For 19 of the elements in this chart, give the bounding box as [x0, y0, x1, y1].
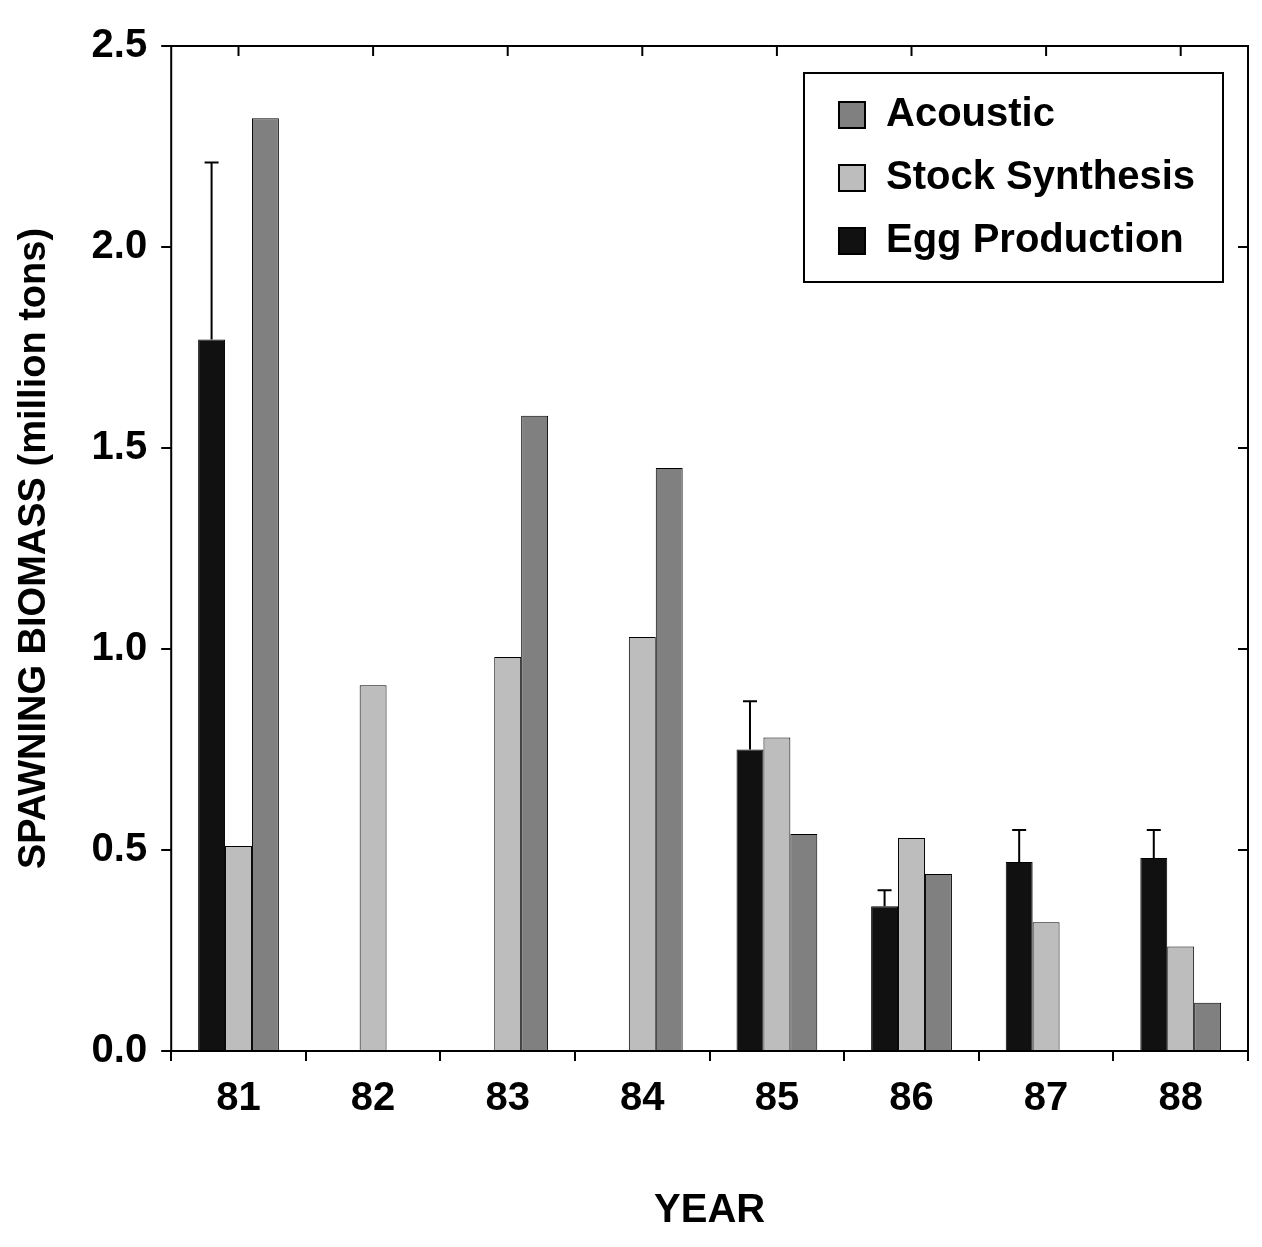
x-tick-label: 84 — [620, 1074, 666, 1119]
legend-label: Acoustic — [886, 90, 1055, 135]
legend-label: Stock Synthesis — [886, 153, 1196, 198]
y-axis-title: SPAWNING BIOMASS (million tons) — [11, 227, 54, 870]
x-tick-label: 86 — [889, 1074, 934, 1119]
x-axis-title: YEAR — [654, 1186, 766, 1231]
y-tick-label: 0.0 — [91, 1026, 148, 1071]
x-tick-label: 82 — [350, 1074, 396, 1119]
x-tick-label: 85 — [754, 1074, 800, 1119]
y-tick-label: 2.5 — [91, 21, 148, 66]
legend-label: Egg Production — [886, 216, 1184, 261]
x-tick-label: 83 — [485, 1074, 530, 1119]
y-tick-label: 1.5 — [91, 423, 148, 468]
y-tick-label: 0.5 — [91, 825, 148, 870]
x-tick-label: 87 — [1023, 1074, 1069, 1119]
y-tick-label: 1.0 — [91, 624, 148, 669]
x-tick-label: 88 — [1158, 1074, 1203, 1119]
x-tick-label: 81 — [216, 1074, 261, 1119]
y-tick-label: 2.0 — [91, 222, 148, 267]
